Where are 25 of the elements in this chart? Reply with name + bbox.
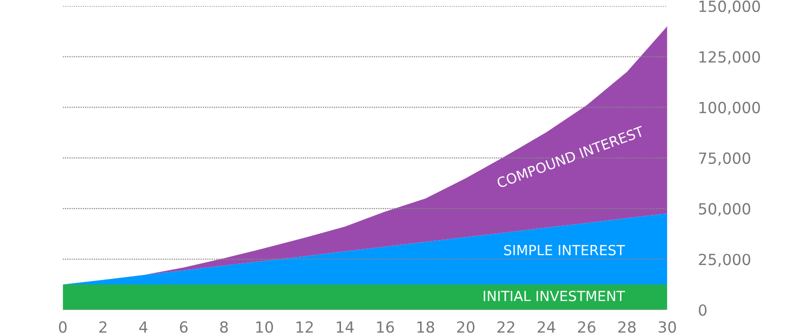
x-tick-label: 12 [296, 321, 313, 333]
y-tick-label: 0 [698, 304, 707, 316]
y-tick-label: 125,000 [699, 51, 760, 64]
x-tick-label: 4 [139, 321, 148, 333]
x-tick-label: 30 [658, 321, 676, 333]
y-tick-label: 25,000 [698, 254, 750, 267]
y-tick-label: 150,000 [699, 0, 760, 14]
x-tick-label: 20 [457, 321, 474, 333]
x-tick-label: 8 [220, 321, 228, 333]
x-tick-label: 0 [58, 321, 67, 333]
x-tick-label: 14 [336, 321, 354, 333]
series-label: SIMPLE INTEREST [504, 244, 625, 256]
x-tick-label: 26 [578, 321, 596, 333]
x-tick-label: 24 [538, 321, 556, 333]
x-tick-label: 28 [618, 321, 636, 333]
series-label: INITIAL INVESTMENT [484, 290, 625, 302]
x-tick-label: 18 [417, 321, 434, 333]
y-tick-label: 100,000 [699, 102, 760, 115]
x-tick-label: 6 [180, 321, 188, 333]
x-tick-label: 10 [256, 321, 273, 333]
x-tick-label: 16 [377, 321, 394, 333]
x-tick-label: 2 [99, 321, 106, 333]
y-tick-label: 50,000 [698, 203, 750, 216]
x-tick-label: 22 [497, 321, 514, 333]
y-tick-label: 75,000 [699, 152, 750, 166]
